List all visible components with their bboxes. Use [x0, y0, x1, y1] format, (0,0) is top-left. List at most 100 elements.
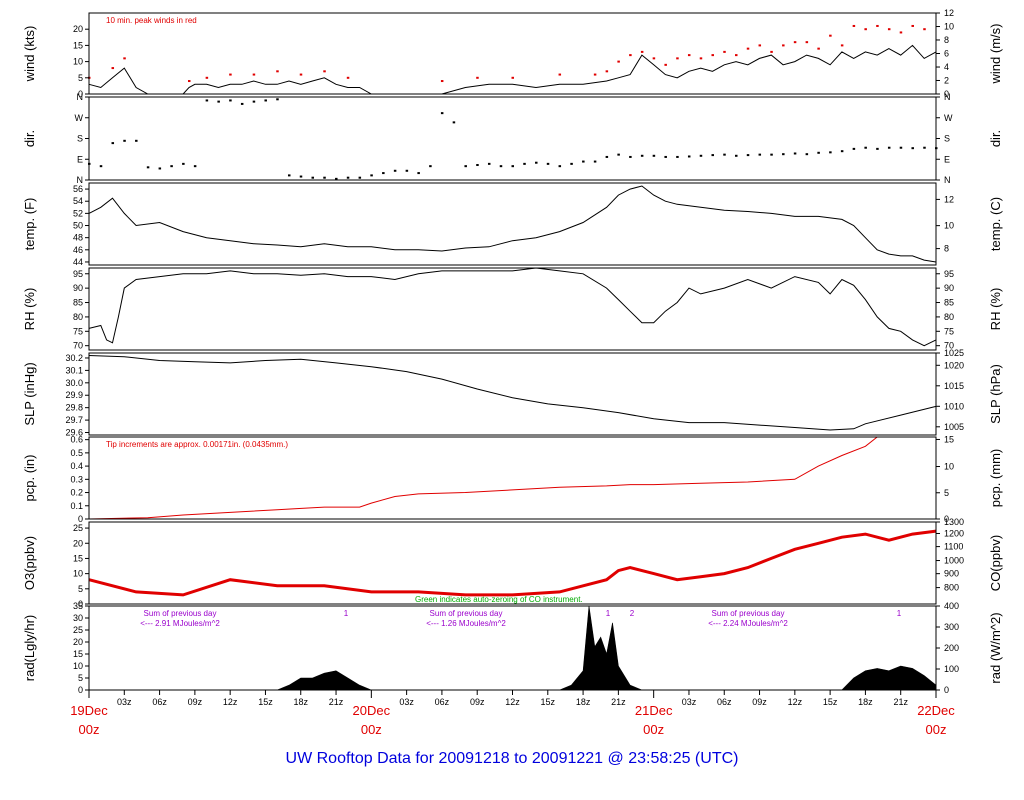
chem-left-axis-title: O3(ppbv)	[22, 536, 37, 590]
pcp-right-axis-title: pcp. (mm)	[988, 449, 1003, 508]
chart-footer-title: UW Rooftop Data for 20091218 to 20091221…	[285, 750, 739, 767]
panel-slp: 29.6 29.7 29.8 29.9 30.0 30.1 30.2 1005 1010 1015…	[22, 348, 1003, 438]
rad-marker: 2	[630, 609, 635, 618]
dir-point	[99, 165, 103, 168]
dir-point	[499, 165, 503, 168]
dir-point	[629, 155, 632, 158]
dir-point	[817, 151, 820, 154]
panel-temp: 44 46 48 50 52 54 56 8 10 12 temp. (F) temp. (C)	[22, 182, 1003, 267]
slp-left-tick-label: 30.1	[65, 365, 83, 375]
wind-point	[299, 73, 303, 76]
rad-left-tick-label: 25	[73, 625, 83, 635]
dir-point	[182, 162, 185, 165]
wind-right-tick-label: 0	[944, 89, 949, 99]
pcp-right-tick-label: 0	[944, 514, 949, 524]
pcp-left-tick-label: 0.6	[70, 435, 83, 445]
wind-point	[476, 76, 479, 79]
time-tick-label: 12z	[223, 697, 238, 707]
pcp-left-axis-title: pcp. (in)	[22, 455, 37, 502]
dir-point	[370, 174, 373, 177]
dir-point	[464, 165, 467, 168]
time-tick-label: 12z	[788, 697, 803, 707]
chem-right-tick-label: 1100	[944, 542, 963, 552]
dir-point	[135, 139, 138, 142]
dir-point	[805, 153, 809, 156]
pcp-left-tick-label: 0.2	[70, 488, 83, 498]
chem-annotation: Green indicates auto-zeroing of CO instr…	[415, 595, 583, 604]
dir-point	[229, 99, 232, 102]
dir-point	[911, 147, 914, 150]
dir-point	[158, 167, 162, 170]
wind-left-axis-title: wind (kts)	[22, 26, 37, 83]
chem-right-tick-label: 1200	[944, 528, 964, 538]
dir-frame	[88, 96, 937, 181]
wind-right-tick-label: 4	[944, 62, 949, 72]
dir-point	[170, 165, 173, 168]
dir-point	[429, 165, 432, 168]
time-tick-label: 21z	[329, 697, 344, 707]
dir-point	[699, 154, 703, 157]
wind-point	[782, 44, 785, 47]
dir-point	[829, 151, 832, 154]
dir-point	[640, 154, 644, 157]
wind-point	[699, 57, 703, 60]
rad-note-line1: Sum of previous day	[430, 609, 503, 618]
rad-left-tick-label: 35	[73, 601, 83, 611]
dir-point	[864, 146, 867, 149]
dir-point	[593, 160, 597, 163]
dir-left-tick-label: S	[77, 134, 83, 144]
dir-right-tick-label: N	[944, 175, 951, 185]
day-hour-label: 00z	[926, 722, 947, 737]
rad-marker: 1	[897, 609, 902, 618]
pcp-frame	[88, 436, 937, 520]
wind-point	[923, 28, 926, 31]
dir-right-tick-label: N	[944, 92, 951, 102]
slp-right-axis-title: SLP (hPa)	[988, 364, 1003, 424]
dir-point	[735, 154, 738, 157]
wind-point	[711, 54, 714, 57]
time-tick-label: 12z	[505, 697, 520, 707]
dir-point	[535, 161, 538, 164]
dir-point	[605, 155, 609, 158]
slp-right-tick-label: 1015	[944, 381, 964, 391]
rad-left-axis-title: rad(Lgly/hr)	[22, 615, 37, 681]
dir-point	[711, 154, 714, 157]
dir-point	[523, 162, 526, 165]
pcp-series-0	[88, 436, 936, 520]
rh-left-axis-title: RH (%)	[22, 288, 37, 331]
dir-right-tick-label: S	[944, 134, 950, 144]
dir-point	[746, 154, 750, 157]
dir-point	[476, 164, 479, 167]
slp-frame	[88, 352, 937, 436]
slp-left-tick-label: 29.8	[65, 403, 83, 413]
day-label: 19Dec	[70, 703, 108, 718]
dir-point	[652, 154, 656, 157]
wind-point	[187, 80, 191, 83]
chem-series-o3	[88, 529, 937, 597]
dir-point	[617, 153, 620, 156]
slp-right-tick-label: 1010	[944, 401, 964, 411]
rad-note-line1: Sum of previous day	[712, 609, 785, 618]
dir-point	[299, 175, 303, 178]
dir-point	[146, 166, 150, 169]
dir-right-tick-label: E	[944, 154, 950, 164]
rh-left-tick-label: 95	[73, 269, 83, 279]
dir-point	[758, 153, 762, 156]
rad-right-tick-label: 200	[944, 643, 959, 653]
chem-left-tick-label: 5	[78, 584, 83, 594]
rh-left-tick-label: 90	[73, 283, 83, 293]
chem-right-tick-label: 900	[944, 569, 959, 579]
pcp-annotation: Tip increments are approx. 0.00171in. (0…	[106, 440, 288, 449]
time-tick-label: 18z	[576, 697, 591, 707]
rh-right-tick-label: 70	[944, 341, 954, 351]
wind-point	[852, 24, 856, 27]
wind-point	[758, 44, 762, 47]
dir-point	[840, 150, 844, 153]
dir-point	[240, 102, 244, 105]
dir-point	[723, 153, 726, 156]
time-tick-label: 03z	[682, 697, 697, 707]
wind-point	[735, 54, 738, 57]
wind-point	[676, 57, 679, 60]
temp-right-tick-label: 8	[944, 244, 949, 254]
dir-point	[440, 112, 444, 115]
